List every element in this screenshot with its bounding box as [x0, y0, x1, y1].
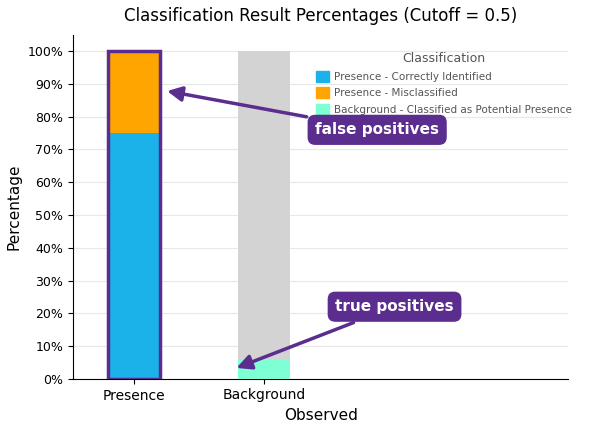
Text: false positives: false positives: [171, 88, 439, 137]
Title: Classification Result Percentages (Cutoff = 0.5): Classification Result Percentages (Cutof…: [124, 7, 517, 25]
Text: true positives: true positives: [240, 299, 454, 368]
Bar: [108, 133, 160, 379]
Bar: [238, 359, 290, 379]
Y-axis label: Percentage: Percentage: [7, 163, 22, 250]
X-axis label: Observed: Observed: [284, 408, 358, 423]
Bar: [238, 51, 290, 379]
Bar: [108, 51, 160, 133]
Legend: Presence - Correctly Identified, Presence - Misclassified, Background - Classifi: Presence - Correctly Identified, Presenc…: [311, 47, 577, 137]
